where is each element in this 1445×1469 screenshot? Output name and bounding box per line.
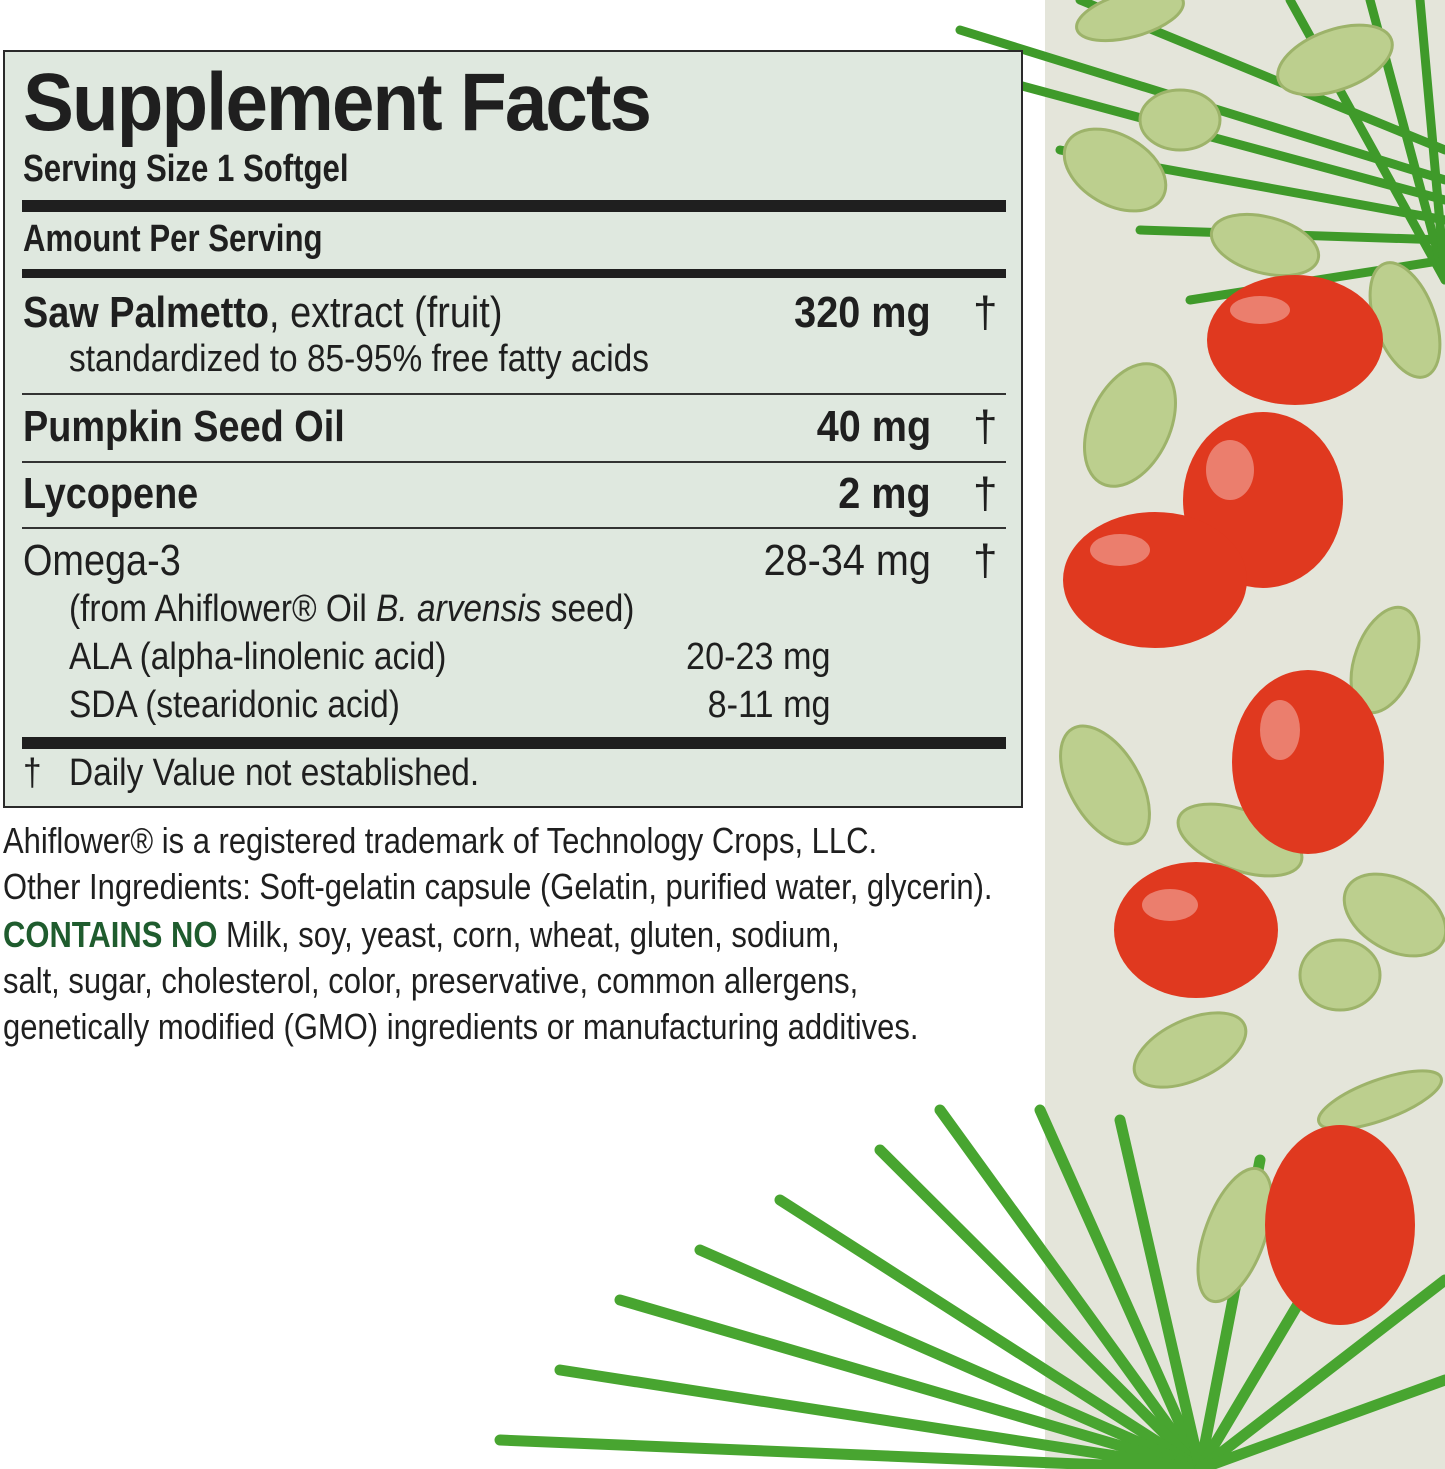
nutrient-name: Pumpkin Seed Oil <box>23 402 345 451</box>
nutrient-name: Lycopene <box>23 469 199 518</box>
source-species: B. arvensis <box>376 588 542 630</box>
divider-thin <box>22 461 1006 463</box>
amount-per-serving-header: Amount Per Serving <box>23 218 323 260</box>
panel-title: Supplement Facts <box>23 57 652 148</box>
divider-thin <box>22 393 1006 395</box>
source-prefix: (from Ahiflower® Oil <box>69 588 377 630</box>
trademark-note: Ahiflower® is a registered trademark of … <box>3 820 878 861</box>
contains-no-text: Milk, soy, yeast, corn, wheat, gluten, s… <box>217 914 840 955</box>
footnote: Daily Value not established. <box>69 752 480 794</box>
contains-no-line-3: genetically modified (GMO) ingredients o… <box>3 1006 919 1047</box>
nutrient-name: Saw Palmetto <box>23 288 270 337</box>
other-ingredients: Other Ingredients: Soft-gelatin capsule … <box>3 866 993 907</box>
sub-nutrient-name: ALA (alpha-linolenic acid) <box>69 636 447 678</box>
dv-symbol: † <box>973 536 998 585</box>
nutrient-desc: , extract (fruit) <box>269 288 503 337</box>
nutrient-amount: 40 mg <box>816 402 931 451</box>
nutrient-amount: 320 mg <box>794 288 931 337</box>
sub-nutrient-amount: 8-11 mg <box>708 684 831 726</box>
dv-symbol: † <box>973 288 998 337</box>
divider-thick <box>22 737 1006 749</box>
contains-no-line: CONTAINS NO Milk, soy, yeast, corn, whea… <box>3 914 840 956</box>
contains-no-label: CONTAINS NO <box>3 914 218 955</box>
source-suffix: seed) <box>541 588 635 630</box>
divider-thin <box>22 527 1006 529</box>
dv-symbol: † <box>973 402 998 451</box>
sub-nutrient-amount: 20-23 mg <box>686 636 831 678</box>
omega-source: (from Ahiflower® Oil B. arvensis seed) <box>69 588 634 631</box>
nutrient-amount: 2 mg <box>838 469 931 518</box>
contains-no-line-2: salt, sugar, cholesterol, color, preserv… <box>3 960 859 1001</box>
nutrient-sub: standardized to 85-95% free fatty acids <box>69 338 649 380</box>
dv-symbol: † <box>973 469 998 518</box>
saw-palmetto-berry-icon <box>1063 275 1415 1325</box>
serving-size: Serving Size 1 Softgel <box>23 148 349 190</box>
sub-nutrient-name: SDA (stearidonic acid) <box>69 684 400 726</box>
supplement-facts-panel: Supplement Facts Serving Size 1 Softgel … <box>3 50 1023 808</box>
divider-thick <box>22 269 1006 278</box>
divider-thick <box>22 200 1006 212</box>
pumpkin-seed-icon <box>1059 0 1445 1304</box>
nutrient-name: Omega-3 <box>23 536 181 585</box>
nutrient-amount: 28-34 mg <box>763 536 931 585</box>
footnote-symbol: † <box>23 752 42 794</box>
